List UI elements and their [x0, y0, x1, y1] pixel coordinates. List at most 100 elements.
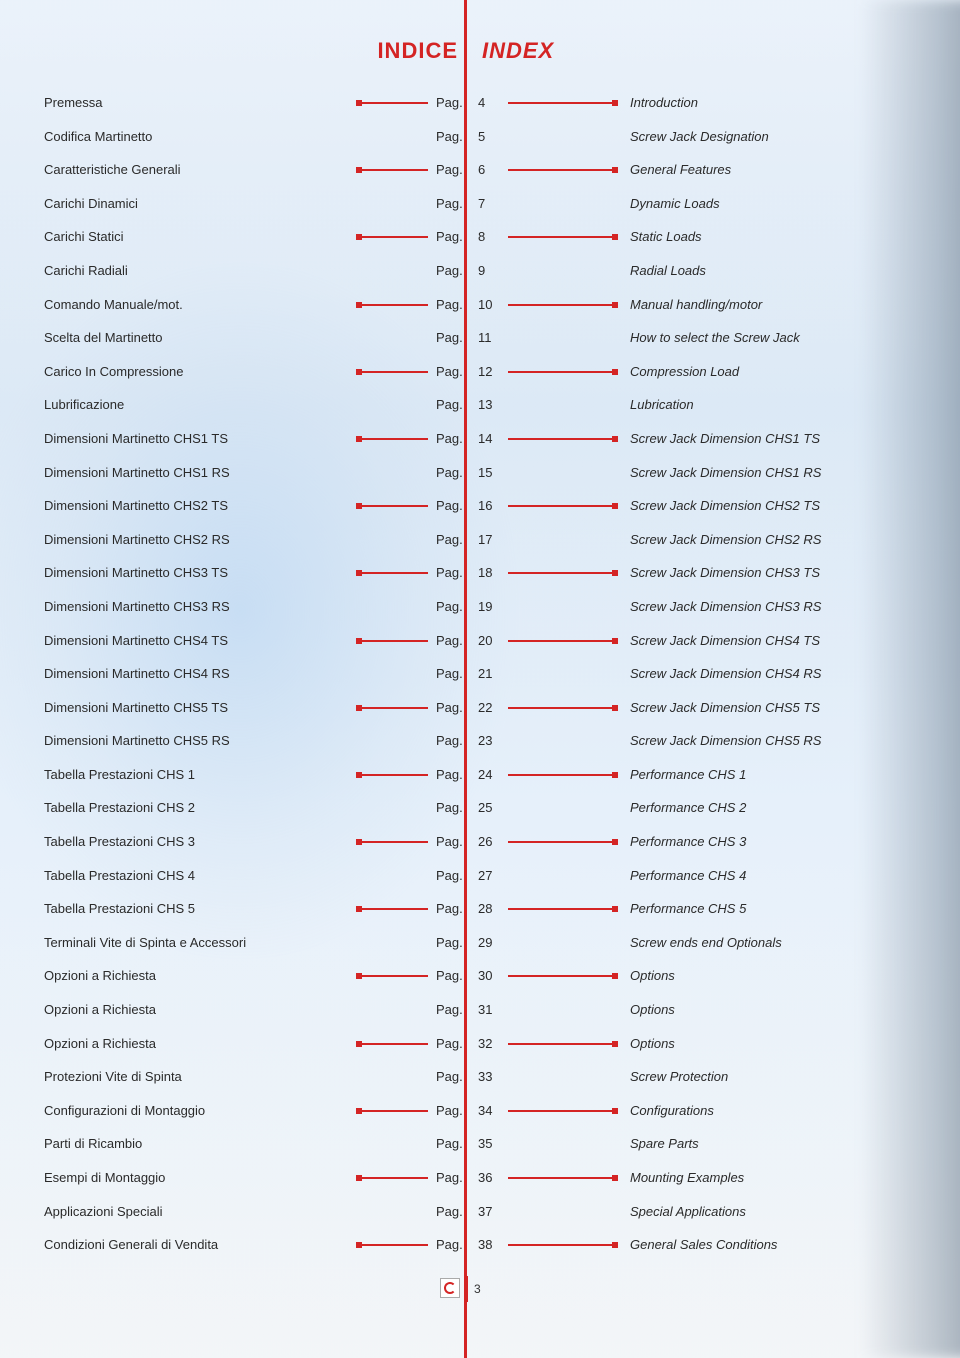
toc-page-prefix: Pag. — [436, 834, 474, 849]
toc-page-number: 11 — [478, 330, 504, 345]
toc-page-prefix: Pag. — [436, 1136, 474, 1151]
toc-en-label: Screw Jack Dimension CHS2 TS — [630, 498, 820, 513]
toc-page-prefix: Pag. — [436, 1237, 474, 1252]
toc-row: Dimensioni Martinetto CHS2 TSPag.16Screw… — [44, 491, 916, 525]
toc-it-label: Dimensioni Martinetto CHS3 TS — [44, 565, 228, 580]
header-right: INDEX — [482, 38, 554, 64]
toc-page-prefix: Pag. — [436, 196, 474, 211]
toc-row: Scelta del MartinettoPag.11How to select… — [44, 323, 916, 357]
toc-row: PremessaPag.4Introduction — [44, 88, 916, 122]
toc-row: Dimensioni Martinetto CHS3 RSPag.19Screw… — [44, 592, 916, 626]
toc-page-prefix: Pag. — [436, 229, 474, 244]
toc-it-label: Carichi Radiali — [44, 263, 128, 278]
toc-row: Applicazioni SpecialiPag.37Special Appli… — [44, 1197, 916, 1231]
toc-page-number: 26 — [478, 834, 504, 849]
toc-page-number: 4 — [478, 95, 504, 110]
toc-page-number: 23 — [478, 733, 504, 748]
toc-row: Codifica MartinettoPag.5Screw Jack Desig… — [44, 122, 916, 156]
toc-row: Configurazioni di MontaggioPag.34Configu… — [44, 1096, 916, 1130]
toc-page-prefix: Pag. — [436, 599, 474, 614]
toc-en-label: Screw Jack Dimension CHS4 TS — [630, 633, 820, 648]
toc-page-prefix: Pag. — [436, 1170, 474, 1185]
toc-en-label: Screw Jack Dimension CHS4 RS — [630, 666, 821, 681]
toc-en-label: Performance CHS 5 — [630, 901, 746, 916]
toc-it-label: Opzioni a Richiesta — [44, 1002, 156, 1017]
toc-en-label: Screw Jack Dimension CHS1 RS — [630, 465, 821, 480]
leader-line-right — [508, 707, 616, 709]
toc-row: LubrificazionePag.13Lubrication — [44, 390, 916, 424]
toc-it-label: Dimensioni Martinetto CHS5 RS — [44, 733, 230, 748]
toc-row: Protezioni Vite di SpintaPag.33Screw Pro… — [44, 1062, 916, 1096]
toc-it-label: Condizioni Generali di Vendita — [44, 1237, 218, 1252]
leader-line-left — [358, 1244, 428, 1246]
toc-en-label: Performance CHS 2 — [630, 800, 746, 815]
toc-page-prefix: Pag. — [436, 1103, 474, 1118]
toc-page-number: 38 — [478, 1237, 504, 1252]
toc-en-label: Performance CHS 3 — [630, 834, 746, 849]
leader-line-left — [358, 640, 428, 642]
toc-en-label: Screw ends end Optionals — [630, 935, 782, 950]
toc-page-prefix: Pag. — [436, 935, 474, 950]
toc-en-label: Screw Jack Dimension CHS5 TS — [630, 700, 820, 715]
toc-row: Parti di RicambioPag.35Spare Parts — [44, 1129, 916, 1163]
toc-page-prefix: Pag. — [436, 700, 474, 715]
leader-line-left — [358, 707, 428, 709]
toc-page-number: 13 — [478, 397, 504, 412]
toc-page-number: 31 — [478, 1002, 504, 1017]
toc-it-label: Dimensioni Martinetto CHS5 TS — [44, 700, 228, 715]
toc-en-label: General Features — [630, 162, 731, 177]
toc-it-label: Tabella Prestazioni CHS 3 — [44, 834, 195, 849]
toc-page-prefix: Pag. — [436, 1002, 474, 1017]
leader-line-right — [508, 1043, 616, 1045]
toc-row: Opzioni a RichiestaPag.30Options — [44, 961, 916, 995]
toc-page-number: 36 — [478, 1170, 504, 1185]
leader-line-right — [508, 640, 616, 642]
toc-it-label: Carico In Compressione — [44, 364, 183, 379]
toc-page-prefix: Pag. — [436, 733, 474, 748]
leader-line-left — [358, 102, 428, 104]
toc-it-label: Configurazioni di Montaggio — [44, 1103, 205, 1118]
toc-page-number: 8 — [478, 229, 504, 244]
toc-row: Carichi Statici Pag. 8 Static Loads — [44, 222, 916, 256]
toc-en-label: Performance CHS 4 — [630, 868, 746, 883]
toc-en-label: Static Loads — [630, 229, 702, 244]
toc-page-number: 27 — [478, 868, 504, 883]
toc-page-prefix: Pag. — [436, 364, 474, 379]
toc-row: Tabella Prestazioni CHS 5Pag.28Performan… — [44, 894, 916, 928]
leader-line-right — [508, 371, 616, 373]
toc-en-label: Options — [630, 968, 675, 983]
toc-page-prefix: Pag. — [436, 1036, 474, 1051]
toc-row: Tabella Prestazioni CHS 2Pag.25Performan… — [44, 793, 916, 827]
toc-en-label: Compression Load — [630, 364, 739, 379]
toc-it-label: Scelta del Martinetto — [44, 330, 163, 345]
leader-line-left — [358, 1177, 428, 1179]
toc-page-number: 33 — [478, 1069, 504, 1084]
toc-it-label: Applicazioni Speciali — [44, 1204, 163, 1219]
toc-page-number: 19 — [478, 599, 504, 614]
leader-line-left — [358, 438, 428, 440]
toc-page-prefix: Pag. — [436, 465, 474, 480]
toc-it-label: Parti di Ricambio — [44, 1136, 142, 1151]
toc-page-number: 10 — [478, 297, 504, 312]
toc-page-prefix: Pag. — [436, 1069, 474, 1084]
toc-page-prefix: Pag. — [436, 800, 474, 815]
toc-row: Dimensioni Martinetto CHS3 TSPag.18Screw… — [44, 558, 916, 592]
toc-page-prefix: Pag. — [436, 129, 474, 144]
toc-en-label: Radial Loads — [630, 263, 706, 278]
footer-divider — [466, 1276, 468, 1302]
toc-page-number: 32 — [478, 1036, 504, 1051]
toc-en-label: How to select the Screw Jack — [630, 330, 800, 345]
toc-page-prefix: Pag. — [436, 263, 474, 278]
toc-it-label: Carichi Statici — [44, 229, 123, 244]
toc-page-number: 37 — [478, 1204, 504, 1219]
toc-row: Tabella Prestazioni CHS 1Pag.24Performan… — [44, 760, 916, 794]
toc-it-label: Tabella Prestazioni CHS 5 — [44, 901, 195, 916]
toc-page-prefix: Pag. — [436, 397, 474, 412]
leader-line-left — [358, 975, 428, 977]
leader-line-right — [508, 841, 616, 843]
toc-row: Condizioni Generali di VenditaPag.38Gene… — [44, 1230, 916, 1264]
toc-en-label: Special Applications — [630, 1204, 746, 1219]
toc-en-label: Configurations — [630, 1103, 714, 1118]
toc-page-prefix: Pag. — [436, 95, 474, 110]
toc-it-label: Tabella Prestazioni CHS 2 — [44, 800, 195, 815]
